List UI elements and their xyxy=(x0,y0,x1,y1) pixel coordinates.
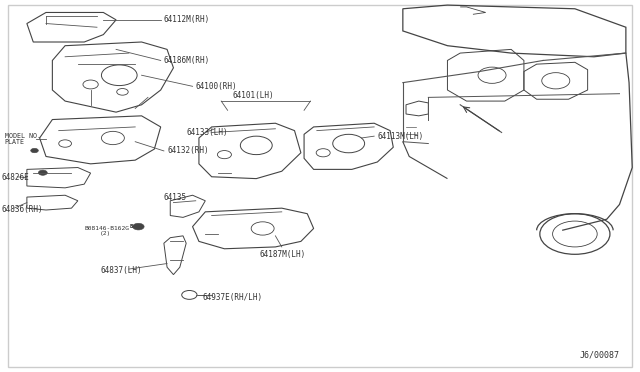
Text: B08146-B162G: B08146-B162G xyxy=(84,226,129,231)
Text: 64100(RH): 64100(RH) xyxy=(196,82,237,91)
Circle shape xyxy=(132,223,144,230)
Text: 64836(RH): 64836(RH) xyxy=(1,205,43,215)
Text: J6/00087: J6/00087 xyxy=(579,350,620,359)
Text: 64133(LH): 64133(LH) xyxy=(186,128,228,137)
Text: MODEL NO.: MODEL NO. xyxy=(4,133,40,139)
Text: 64826E: 64826E xyxy=(1,173,29,182)
Text: 64132(RH): 64132(RH) xyxy=(167,147,209,155)
Text: 64186M(RH): 64186M(RH) xyxy=(164,56,210,65)
Circle shape xyxy=(31,148,38,153)
Text: 64837(LH): 64837(LH) xyxy=(100,266,142,275)
Text: 64113M(LH): 64113M(LH) xyxy=(378,132,424,141)
Circle shape xyxy=(38,170,47,175)
Text: B: B xyxy=(130,224,133,229)
Text: 64937E(RH/LH): 64937E(RH/LH) xyxy=(202,293,262,302)
Text: 64135: 64135 xyxy=(164,193,187,202)
Text: (2): (2) xyxy=(100,231,111,237)
Text: 64101(LH): 64101(LH) xyxy=(232,91,274,100)
Text: 64112M(RH): 64112M(RH) xyxy=(164,15,210,24)
Text: PLATE: PLATE xyxy=(4,140,24,145)
Text: 64187M(LH): 64187M(LH) xyxy=(259,250,306,259)
